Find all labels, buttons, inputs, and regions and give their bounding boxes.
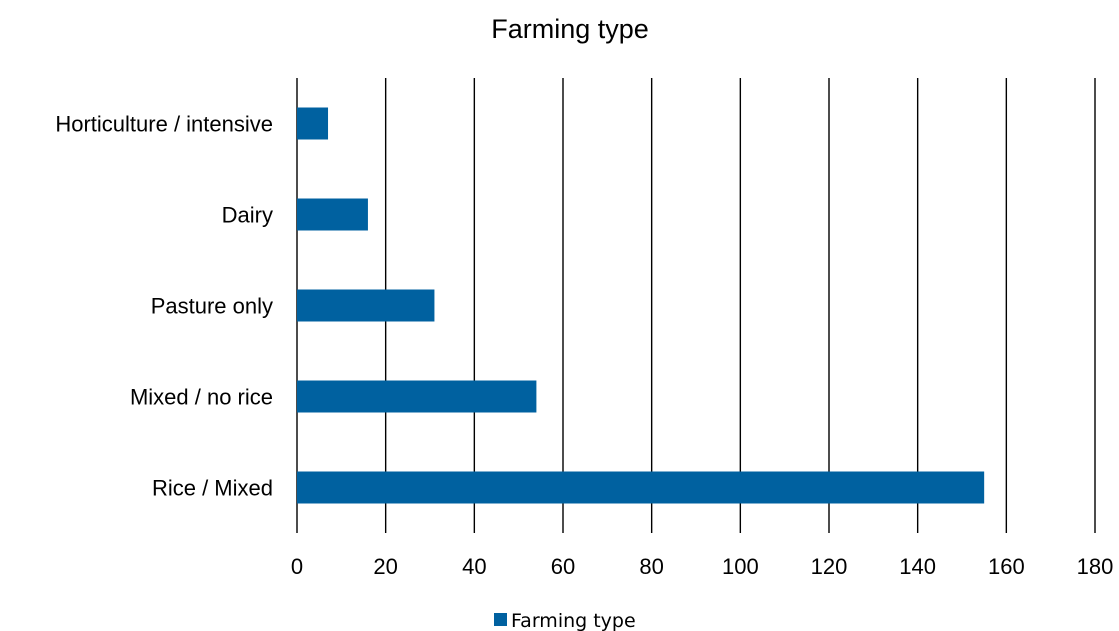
x-tick-label: 140	[899, 554, 936, 579]
category-label: Pasture only	[151, 294, 273, 319]
category-label: Dairy	[222, 203, 273, 228]
x-tick-label: 20	[373, 554, 397, 579]
legend: Farming type	[494, 610, 636, 631]
bars	[297, 107, 985, 504]
x-tick-label: 40	[462, 554, 486, 579]
bar-rice-mixed	[297, 471, 985, 504]
bar-horticulture-intensive	[297, 107, 329, 140]
category-labels: Rice / Mixed Mixed / no rice Pasture only D…	[55, 112, 273, 501]
x-tick-label: 120	[811, 554, 848, 579]
legend-swatch	[494, 613, 507, 626]
bar-mixed-no-rice	[297, 380, 537, 413]
x-tick-labels: 0 20 40 60 80 100 120 140 160 180	[291, 554, 1113, 579]
bar-dairy	[297, 198, 368, 231]
gridlines	[296, 78, 1096, 533]
x-tick-label: 100	[722, 554, 759, 579]
x-tick-label: 160	[988, 554, 1025, 579]
legend-label: Farming type	[511, 610, 636, 631]
category-label: Horticulture / intensive	[55, 112, 273, 137]
x-tick-label: 180	[1077, 554, 1114, 579]
category-label: Mixed / no rice	[130, 385, 273, 410]
x-tick-label: 60	[551, 554, 575, 579]
bar-pasture-only	[297, 289, 435, 322]
chart-title: Farming type	[491, 14, 649, 44]
x-tick-label: 80	[639, 554, 663, 579]
x-tick-label: 0	[291, 554, 303, 579]
category-label: Rice / Mixed	[152, 476, 273, 501]
